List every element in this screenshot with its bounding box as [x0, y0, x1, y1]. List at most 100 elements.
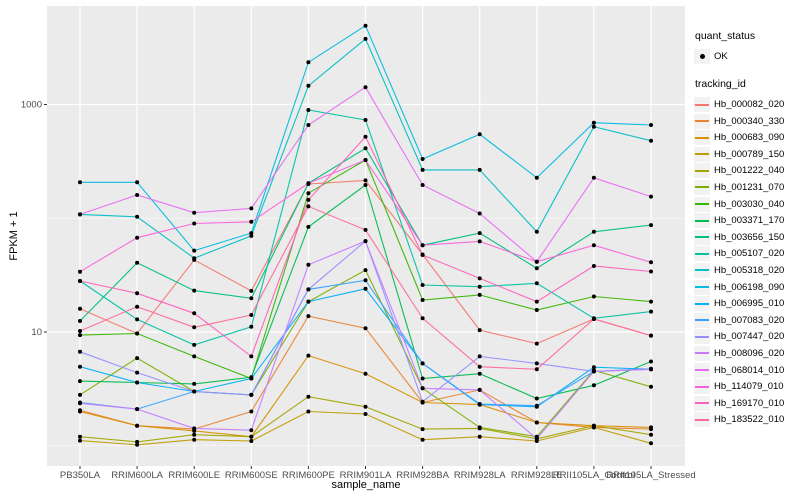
data-point	[306, 299, 311, 304]
data-point	[135, 260, 140, 265]
data-point	[78, 401, 82, 406]
x-tick-label-RRIM928BA: RRIM928BA	[396, 470, 449, 481]
legend-item-label: Hb_068014_010	[714, 364, 785, 376]
data-point	[192, 256, 197, 261]
legend-line-swatch	[695, 203, 709, 206]
data-point	[591, 294, 596, 299]
legend-item-label: Hb_000789_150	[714, 148, 785, 160]
data-point	[420, 427, 425, 432]
data-point	[534, 281, 539, 286]
data-point	[591, 175, 596, 180]
data-point	[306, 409, 311, 414]
data-point	[534, 341, 539, 346]
legend-item-Hb_183522_010: Hb_183522_010	[694, 412, 800, 428]
data-point	[534, 420, 539, 425]
data-point	[420, 361, 425, 366]
data-point	[477, 276, 482, 281]
data-point	[249, 231, 254, 236]
data-point	[534, 436, 539, 441]
x-tick-label-RRIM600LA: RRIM600LA	[111, 470, 163, 481]
data-point	[306, 123, 311, 127]
legend-item-label: Hb_003656_150	[714, 231, 785, 243]
data-point	[192, 432, 197, 437]
data-point	[420, 167, 425, 172]
legend-key-box	[694, 229, 710, 245]
legend-key-box	[694, 179, 710, 195]
x-tick-label-RRIM928LE: RRIM928LE	[511, 470, 563, 481]
x-tick-label-RRIM600PE: RRIM600PE	[282, 470, 335, 481]
data-point	[477, 354, 482, 359]
legend-item-Hb_114079_010: Hb_114079_010	[694, 379, 800, 395]
legend-item-Hb_000683_090: Hb_000683_090	[694, 130, 800, 146]
data-point	[363, 85, 368, 90]
legend-key-box	[694, 130, 710, 146]
legend-line-swatch	[695, 136, 709, 139]
legend-item-Hb_005107_020: Hb_005107_020	[694, 246, 800, 262]
legend-item-label: Hb_183522_010	[714, 414, 785, 426]
legend-key-box	[694, 296, 710, 312]
legend-item-Hb_003030_040: Hb_003030_040	[694, 196, 800, 212]
data-point	[420, 183, 425, 187]
data-point	[249, 409, 254, 414]
data-point	[649, 384, 653, 389]
legend-line-swatch	[695, 385, 709, 388]
data-point	[649, 441, 653, 446]
data-point	[363, 278, 368, 283]
data-point	[78, 379, 82, 384]
data-point	[306, 287, 311, 292]
legend-item-label: OK	[714, 51, 728, 62]
data-point	[363, 268, 368, 273]
legend-line-swatch	[695, 169, 709, 172]
data-point	[649, 138, 653, 143]
data-point	[649, 223, 653, 228]
data-point	[363, 146, 368, 151]
data-point	[135, 214, 140, 219]
data-point	[420, 399, 425, 404]
data-point	[192, 389, 197, 394]
data-point	[135, 291, 140, 296]
data-point	[477, 167, 482, 172]
data-point	[192, 325, 197, 330]
legend-item-label: Hb_114079_010	[714, 381, 784, 393]
data-point	[78, 279, 82, 283]
data-point	[306, 181, 311, 186]
data-point	[649, 425, 653, 430]
data-point	[306, 204, 311, 209]
data-point	[192, 311, 197, 316]
legend-key-box	[694, 395, 710, 411]
data-point	[420, 316, 425, 321]
data-point	[363, 227, 368, 232]
data-point	[591, 229, 596, 234]
data-point	[420, 157, 425, 161]
data-point	[135, 356, 140, 361]
legend-line-swatch	[695, 319, 709, 322]
legend-tracking-id: tracking_id Hb_000082_020 Hb_000340_330 Hb…	[694, 78, 800, 428]
legend-key-box	[694, 329, 710, 345]
data-point	[534, 299, 539, 304]
x-tick-label-RRIM600LE: RRIM600LE	[168, 470, 220, 481]
data-point	[249, 313, 254, 317]
data-point	[420, 298, 425, 302]
data-point	[591, 317, 596, 321]
legend-line-swatch	[695, 269, 709, 272]
data-point	[534, 367, 539, 372]
data-point	[135, 439, 140, 444]
data-point	[420, 386, 425, 391]
legend-item-label: Hb_008096_020	[714, 347, 785, 359]
legend-key-box	[694, 312, 710, 328]
data-point	[192, 426, 197, 431]
legend-key-box	[694, 213, 710, 229]
legend-key-box	[694, 362, 710, 378]
data-point	[192, 288, 197, 293]
data-point	[420, 243, 425, 248]
data-point	[591, 423, 596, 428]
data-point	[477, 239, 482, 244]
data-point	[363, 239, 368, 244]
data-point	[420, 376, 425, 381]
legend-item-label: Hb_001231_070	[714, 181, 785, 193]
legend-item-label: Hb_000082_020	[714, 99, 785, 110]
data-point	[249, 206, 254, 211]
data-point	[306, 83, 311, 88]
x-tick-label-RRIM928LA: RRIM928LA	[454, 470, 506, 481]
data-point	[78, 438, 82, 443]
